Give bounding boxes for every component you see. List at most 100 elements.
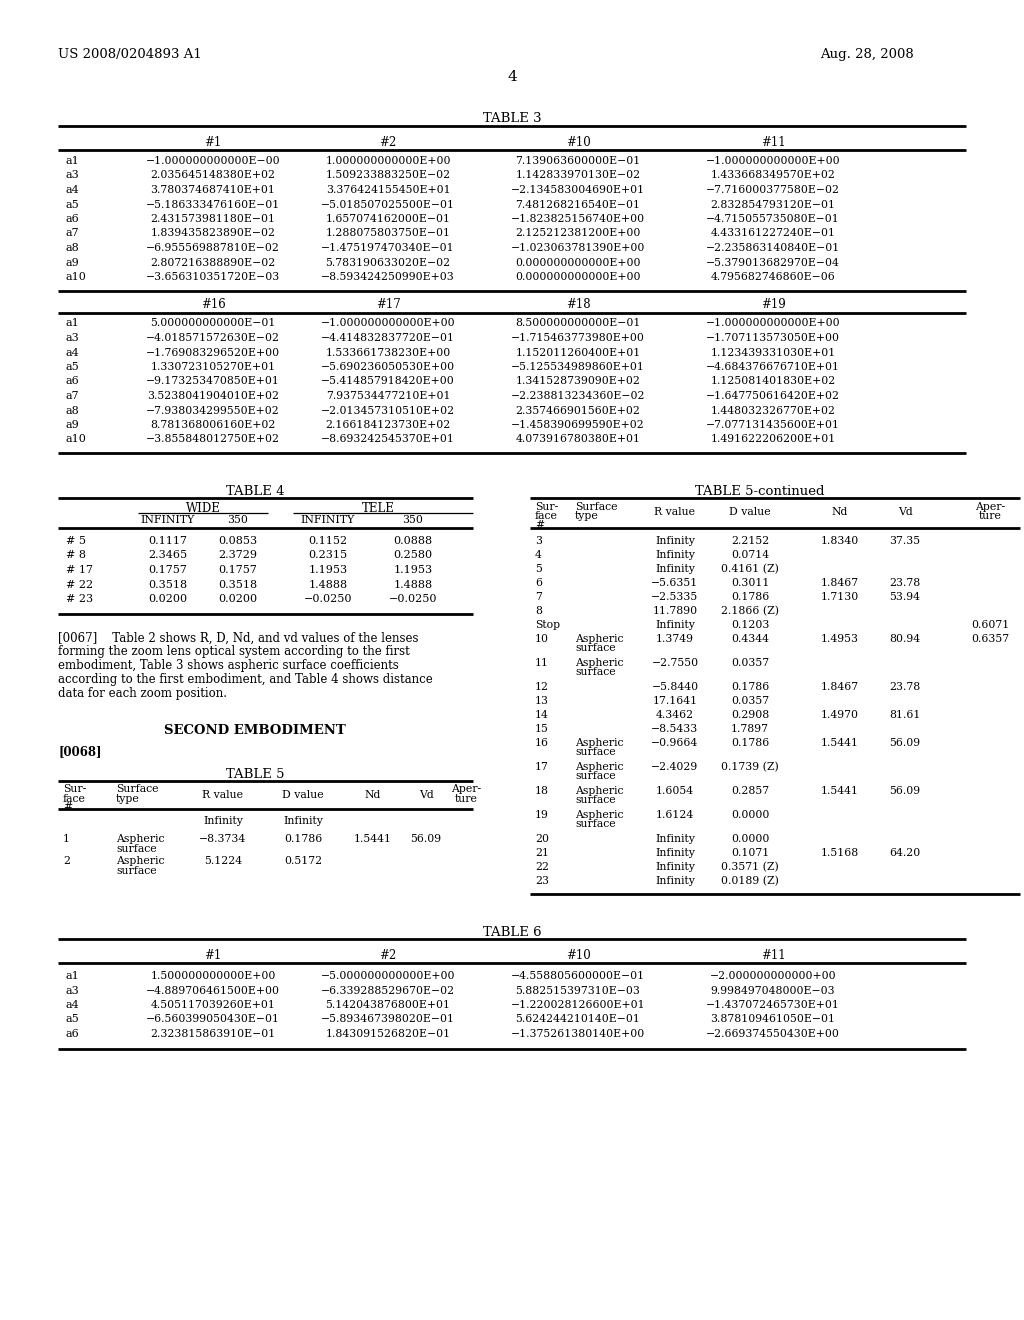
Text: R value: R value [654,507,695,517]
Text: a5: a5 [66,1015,80,1024]
Text: 0.1203: 0.1203 [731,620,769,630]
Text: surface: surface [116,843,157,854]
Text: surface: surface [575,667,615,677]
Text: −2.5335: −2.5335 [651,591,698,602]
Text: −4.684376676710E+01: −4.684376676710E+01 [706,362,840,372]
Text: 2.1866 (Z): 2.1866 (Z) [721,606,779,616]
Text: 1.1953: 1.1953 [393,565,432,576]
Text: 15: 15 [535,723,549,734]
Text: 4.433161227240E−01: 4.433161227240E−01 [711,228,836,239]
Text: −5.125534989860E+01: −5.125534989860E+01 [511,362,645,372]
Text: 1: 1 [63,834,70,845]
Text: 12: 12 [535,682,549,692]
Text: Infinity: Infinity [655,834,695,843]
Text: 0.1152: 0.1152 [308,536,347,546]
Text: 0.2315: 0.2315 [308,550,347,561]
Text: 64.20: 64.20 [890,847,921,858]
Text: 3.376424155450E+01: 3.376424155450E+01 [326,185,451,195]
Text: 4: 4 [535,550,542,560]
Text: a8: a8 [66,243,80,253]
Text: −5.6351: −5.6351 [651,578,698,587]
Text: 1.123439331030E+01: 1.123439331030E+01 [711,347,836,358]
Text: #17: #17 [376,298,400,312]
Text: 0.000000000000E+00: 0.000000000000E+00 [515,272,641,282]
Text: −1.375261380140E+00: −1.375261380140E+00 [511,1030,645,1039]
Text: 8.500000000000E−01: 8.500000000000E−01 [515,318,641,329]
Text: 9.998497048000E−03: 9.998497048000E−03 [711,986,836,995]
Text: −8.5433: −8.5433 [651,723,698,734]
Text: 2.2152: 2.2152 [731,536,769,546]
Text: −0.9664: −0.9664 [651,738,698,748]
Text: Aug. 28, 2008: Aug. 28, 2008 [820,48,913,61]
Text: #1: #1 [205,949,221,962]
Text: 7.139063600000E−01: 7.139063600000E−01 [515,156,641,166]
Text: 2.832854793120E−01: 2.832854793120E−01 [711,199,836,210]
Text: 2.3729: 2.3729 [218,550,257,561]
Text: Infinity: Infinity [203,817,243,826]
Text: 2.807216388890E−02: 2.807216388890E−02 [151,257,275,268]
Text: 0.000000000000E+00: 0.000000000000E+00 [515,257,641,268]
Text: −8.693242545370E+01: −8.693242545370E+01 [322,434,455,445]
Text: 5.882515397310E−03: 5.882515397310E−03 [515,986,640,995]
Text: 1.8467: 1.8467 [821,682,859,692]
Text: −1.000000000000E+00: −1.000000000000E+00 [706,318,841,329]
Text: Nd: Nd [831,507,848,517]
Text: 1.341528739090E+02: 1.341528739090E+02 [515,376,640,387]
Text: # 17: # 17 [66,565,93,576]
Text: 0.0357: 0.0357 [731,696,769,706]
Text: 0.1786: 0.1786 [731,682,769,692]
Text: 1.5441: 1.5441 [821,738,859,748]
Text: 5.142043876800E+01: 5.142043876800E+01 [326,1001,451,1010]
Text: Aspheric: Aspheric [116,834,165,845]
Text: 11: 11 [535,657,549,668]
Text: −4.558805600000E−01: −4.558805600000E−01 [511,972,645,981]
Text: 350: 350 [402,515,424,525]
Text: SECOND EMBODIMENT: SECOND EMBODIMENT [164,723,346,737]
Text: 4.3462: 4.3462 [656,710,694,719]
Text: 0.6071: 0.6071 [971,620,1009,630]
Text: # 22: # 22 [66,579,93,590]
Text: Infinity: Infinity [655,550,695,560]
Text: Vd: Vd [419,789,433,800]
Text: 5.783190633020E−02: 5.783190633020E−02 [326,257,451,268]
Text: −5.379013682970E−04: −5.379013682970E−04 [707,257,840,268]
Text: 3: 3 [535,536,542,546]
Text: D value: D value [283,789,324,800]
Text: 5: 5 [535,564,542,574]
Text: 1.330723105270E+01: 1.330723105270E+01 [151,362,275,372]
Text: 0.0888: 0.0888 [393,536,432,546]
Text: TABLE 3: TABLE 3 [482,112,542,125]
Text: Aspheric: Aspheric [575,785,624,796]
Text: 1.8467: 1.8467 [821,578,859,587]
Text: −1.823825156740E+00: −1.823825156740E+00 [511,214,645,224]
Text: 0.3571 (Z): 0.3571 (Z) [721,862,779,873]
Text: a3: a3 [66,986,80,995]
Text: −0.0250: −0.0250 [304,594,352,605]
Text: #11: #11 [761,949,785,962]
Text: face: face [63,793,86,804]
Text: −4.715055735080E−01: −4.715055735080E−01 [707,214,840,224]
Text: 7: 7 [535,591,542,602]
Text: Aspheric: Aspheric [116,857,165,866]
Text: 56.09: 56.09 [890,785,921,796]
Text: 16: 16 [535,738,549,748]
Text: 0.2580: 0.2580 [393,550,432,561]
Text: a5: a5 [66,199,80,210]
Text: Infinity: Infinity [283,817,323,826]
Text: US 2008/0204893 A1: US 2008/0204893 A1 [58,48,202,61]
Text: 6: 6 [535,578,542,587]
Text: TELE: TELE [361,502,394,515]
Text: 1.152011260400E+01: 1.152011260400E+01 [515,347,641,358]
Text: #10: #10 [565,136,591,149]
Text: 37.35: 37.35 [890,536,921,546]
Text: 1.5441: 1.5441 [354,834,392,845]
Text: Nd: Nd [365,789,381,800]
Text: a1: a1 [66,156,80,166]
Text: −1.220028126600E+01: −1.220028126600E+01 [511,1001,645,1010]
Text: 1.6054: 1.6054 [656,785,694,796]
Text: −6.560399050430E−01: −6.560399050430E−01 [146,1015,280,1024]
Text: #2: #2 [379,136,396,149]
Text: 10: 10 [535,634,549,644]
Text: −1.707113573050E+00: −1.707113573050E+00 [706,333,840,343]
Text: INFINITY: INFINITY [301,515,355,525]
